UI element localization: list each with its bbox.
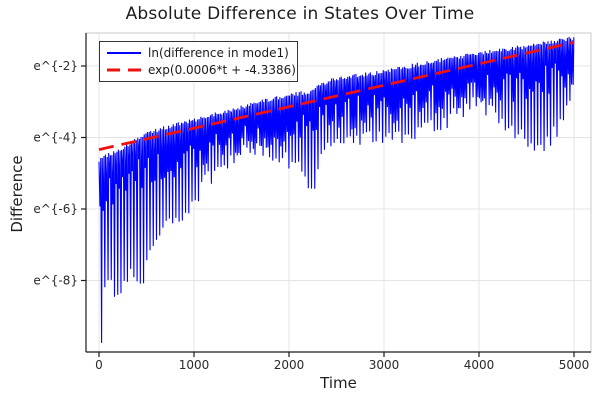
x-tick-label: 2000 — [274, 358, 305, 372]
y-tick-label: e^{-6} — [33, 202, 78, 216]
x-axis-label: Time — [320, 374, 357, 392]
axes-frame — [85, 32, 592, 353]
legend-entry-fit: exp(0.0006*t + -4.3386) — [106, 61, 296, 78]
x-tick-label: 5000 — [559, 358, 590, 372]
chart-title: Absolute Difference in States Over Time — [125, 4, 475, 24]
x-tick-label: 4000 — [464, 358, 495, 372]
x-tick-label: 0 — [95, 358, 103, 372]
legend-entry-signal: ln(difference in mode1) — [106, 44, 291, 61]
legend-label-signal: ln(difference in mode1) — [148, 45, 289, 60]
x-tick-label: 3000 — [369, 358, 400, 372]
fit-line — [98, 40, 575, 151]
signal-line — [98, 36, 575, 343]
y-tick-label: e^{-2} — [33, 59, 78, 73]
tick-marks-and-labels: 0 1000 2000 3000 4000 5000 e^{-2} e^{-4} e^{-6} e… — [33, 59, 589, 372]
legend: ln(difference in mode1) exp(0.0006*t + -… — [99, 41, 298, 82]
data-series — [98, 36, 575, 343]
legend-line-dashed-icon — [107, 68, 141, 71]
y-tick-label: e^{-4} — [33, 131, 78, 145]
legend-label-fit: exp(0.0006*t + -4.3386) — [148, 62, 296, 77]
y-axis-label: Difference — [8, 155, 26, 233]
legend-line-solid-icon — [107, 51, 141, 54]
y-tick-label: e^{-8} — [33, 274, 78, 288]
x-tick-label: 1000 — [179, 358, 210, 372]
